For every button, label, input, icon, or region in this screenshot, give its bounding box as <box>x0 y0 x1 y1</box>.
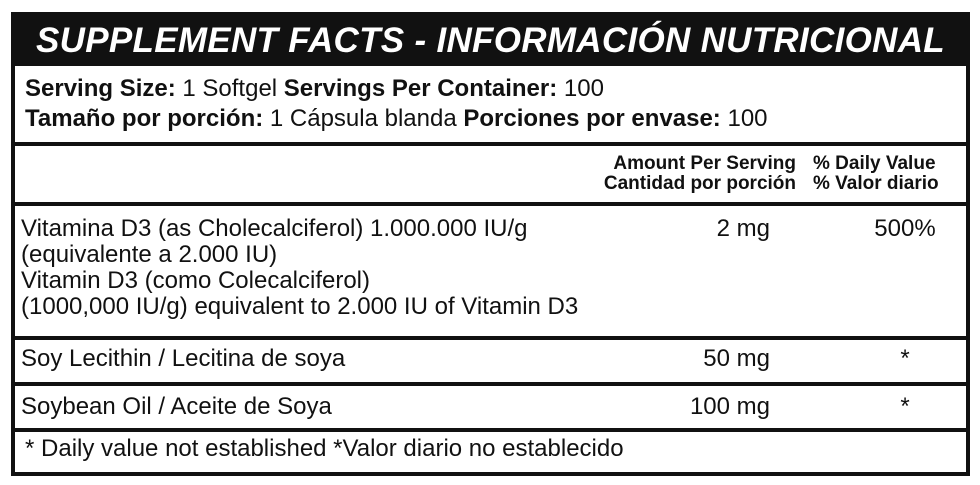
panel-title: SUPPLEMENT FACTS - INFORMACIÓN NUTRICION… <box>15 16 966 66</box>
ingredient-name: Soybean Oil / Aceite de Soya <box>21 393 332 420</box>
dv-header: % Daily Value % Valor diario <box>813 154 954 194</box>
divider <box>15 142 966 146</box>
serving-line-es: Tamaño por porción: 1 Cápsula blanda Por… <box>25 106 768 132</box>
ingredient-dv: 500% <box>874 215 936 242</box>
ingredient-amount: 100 mg <box>689 393 770 420</box>
ingredient-line: (1000,000 IU/g) equivalent to 2.000 IU o… <box>21 293 579 320</box>
tamano-porcion-value: 1 Cápsula blanda <box>269 105 457 132</box>
ingredient-amount: 2 mg <box>716 215 770 242</box>
porciones-envase-label: Porciones por envase: <box>463 105 721 132</box>
ingredient-dv: * <box>900 345 910 372</box>
servings-per-container-value: 100 <box>563 75 604 102</box>
divider <box>15 382 966 386</box>
dv-header-en: % Daily Value <box>813 153 936 174</box>
servings-per-container-label: Servings Per Container: <box>283 75 558 102</box>
amount-header-es: Cantidad por porción <box>603 173 796 194</box>
serving-size-label: Serving Size: <box>25 75 176 102</box>
ingredient-line: (equivalente a 2.000 IU) <box>21 241 278 268</box>
divider <box>15 336 966 340</box>
amount-header: Amount Per Serving Cantidad por porción <box>604 154 796 194</box>
amount-header-en: Amount Per Serving <box>613 153 796 174</box>
ingredient-amount: 50 mg <box>703 345 770 372</box>
serving-size-value: 1 Softgel <box>182 75 278 102</box>
tamano-porcion-label: Tamaño por porción: <box>25 105 264 132</box>
serving-line-en: Serving Size: 1 Softgel Servings Per Con… <box>25 76 604 102</box>
footnote: * Daily value not established *Valor dia… <box>25 435 624 462</box>
ingredient-dv: * <box>900 393 910 420</box>
ingredient-name: Soy Lecithin / Lecitina de soya <box>21 345 346 372</box>
supplement-facts-panel: SUPPLEMENT FACTS - INFORMACIÓN NUTRICION… <box>11 12 970 476</box>
ingredient-name: Vitamina D3 (as Cholecalciferol) 1.000.0… <box>21 216 578 320</box>
dv-header-es: % Valor diario <box>813 173 939 194</box>
porciones-envase-value: 100 <box>727 105 768 132</box>
divider <box>15 202 966 206</box>
ingredient-line: Vitamina D3 (as Cholecalciferol) 1.000.0… <box>21 215 528 242</box>
ingredient-line: Vitamin D3 (como Colecalciferol) <box>21 267 371 294</box>
divider <box>15 428 966 432</box>
